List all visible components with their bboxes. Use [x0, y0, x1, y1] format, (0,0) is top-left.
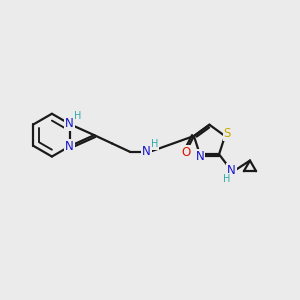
Text: H: H [224, 174, 231, 184]
Text: H: H [74, 111, 82, 121]
Text: N: N [196, 150, 204, 163]
Text: N: N [65, 117, 74, 130]
Text: O: O [181, 146, 190, 159]
Text: N: N [227, 164, 236, 177]
Text: N: N [65, 140, 74, 153]
Text: N: N [142, 145, 151, 158]
Text: S: S [224, 127, 231, 140]
Text: H: H [151, 140, 158, 149]
